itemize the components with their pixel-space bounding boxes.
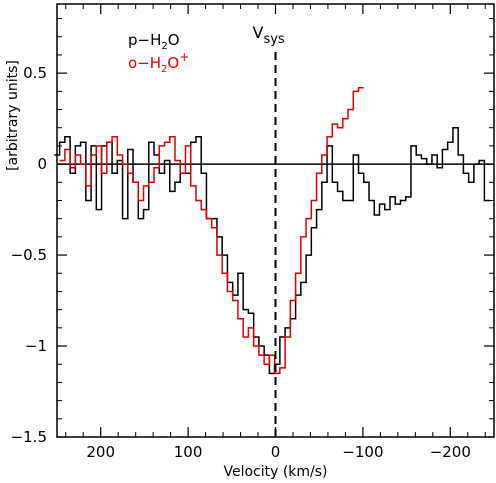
x-tick-label: 0 bbox=[271, 443, 281, 461]
x-tick-label: −200 bbox=[430, 443, 471, 461]
axes: 200 100 0 −100 −200 0.5 0 −0.5 −1 −1.5 bbox=[11, 3, 495, 461]
x-tick-label: 100 bbox=[174, 443, 203, 461]
plot-area bbox=[54, 86, 494, 375]
vsys-label: Vsys bbox=[253, 23, 285, 47]
y-tick-label: 0 bbox=[37, 155, 47, 173]
annotations: Vsys bbox=[253, 23, 285, 437]
series-line-2 bbox=[59, 86, 364, 375]
y-tick-label: −0.5 bbox=[11, 246, 47, 264]
y-tick-label: −1 bbox=[25, 337, 47, 355]
x-tick-label: −100 bbox=[342, 443, 383, 461]
x-tick-label: 200 bbox=[86, 443, 115, 461]
y-tick-label: 0.5 bbox=[23, 64, 47, 82]
x-axis-title: Velocity (km/s) bbox=[223, 464, 327, 480]
y-axis-title: [arbitrary units] bbox=[5, 60, 21, 171]
legend-entry-1: p−H2O bbox=[128, 31, 180, 52]
legend-entry-2: o−H2O+ bbox=[128, 50, 189, 75]
y-tick-label: −1.5 bbox=[11, 428, 47, 446]
